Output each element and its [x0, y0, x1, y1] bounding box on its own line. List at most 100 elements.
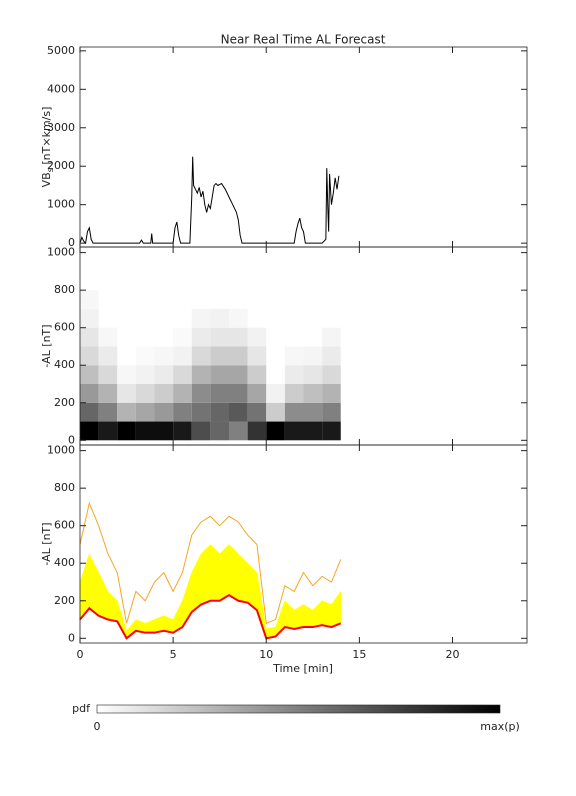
y-tick-label: 600 [54, 519, 75, 532]
heat-cell [284, 402, 304, 422]
y-tick-label: 0 [68, 236, 75, 249]
line [79, 501, 342, 625]
heat-cell [135, 346, 155, 366]
heat-cell [80, 327, 99, 347]
y-tick-label: 1000 [47, 198, 75, 211]
heat-cell [284, 384, 304, 403]
heat-cell [117, 421, 136, 441]
line [79, 593, 342, 640]
heat-cell [210, 365, 229, 385]
heat-cell [191, 346, 211, 366]
heat-cell [322, 365, 341, 385]
heat-cell [210, 384, 229, 403]
heat-cell [191, 365, 211, 385]
y-tick-label: 4000 [47, 82, 75, 95]
heat-cell [117, 384, 136, 403]
y-tick-label: 2000 [47, 159, 75, 172]
heat-cell [98, 365, 118, 385]
y-tick-label: 1000 [47, 444, 75, 457]
heat-cell [191, 384, 211, 403]
heat-cell [247, 384, 267, 403]
heat-cell [210, 421, 229, 441]
x-tick-label: 5 [170, 648, 177, 661]
heat-cell [191, 308, 211, 328]
heat-cell [210, 327, 229, 347]
heat-cell [191, 327, 211, 347]
y-tick-label: 800 [54, 481, 75, 494]
x-tick-label: 10 [259, 648, 273, 661]
heat-cell [303, 346, 323, 366]
heat-cell [154, 402, 174, 422]
heat-cell [229, 308, 248, 328]
heat-cell [80, 290, 99, 309]
heat-cell [284, 421, 304, 441]
y-axis-label: -AL [nT] [40, 324, 53, 367]
heat-cell [191, 402, 211, 422]
colorbar-label: pdf [72, 702, 91, 715]
heat-cell [80, 346, 99, 366]
heat-cell [247, 346, 267, 366]
heat-cell [229, 327, 248, 347]
heat-cell [229, 421, 248, 441]
heat-cell [229, 346, 248, 366]
line [79, 156, 340, 245]
y-tick-label: 0 [68, 433, 75, 446]
heat-cell [173, 365, 192, 385]
heat-cell [322, 402, 341, 422]
heat-cell [98, 384, 118, 403]
heat-cell [117, 402, 136, 422]
heat-cell [303, 365, 323, 385]
heat-cell [210, 402, 229, 422]
heat-cell [266, 421, 285, 441]
heat-cell [173, 327, 192, 347]
heat-cell [80, 384, 99, 403]
heat-cell [98, 327, 118, 347]
y-tick-label: 600 [54, 321, 75, 334]
heat-cell [229, 365, 248, 385]
heat-cell [247, 365, 267, 385]
colorbar [96, 704, 501, 714]
y-tick-label: 800 [54, 283, 75, 296]
heat-cell [247, 402, 267, 422]
heat-cell [303, 402, 323, 422]
x-tick-label: 0 [77, 648, 84, 661]
colorbar-max-label: max(p) [480, 720, 520, 733]
heat-cell [135, 365, 155, 385]
colorbar-min-label: 0 [94, 720, 101, 733]
heat-cell [191, 421, 211, 441]
heat-cell [303, 384, 323, 403]
heat-cell [322, 327, 341, 347]
heat-cell [210, 308, 229, 328]
y-tick-label: 0 [68, 631, 75, 644]
y-tick-label: 5000 [47, 44, 75, 57]
heat-cell [173, 346, 192, 366]
y-tick-label: 200 [54, 396, 75, 409]
heat-cell [229, 384, 248, 403]
heat-cell [266, 402, 285, 422]
heat-cell [98, 402, 118, 422]
y-tick-label: 1000 [47, 246, 75, 259]
plot-frame [79, 46, 528, 248]
heat-cell [154, 421, 174, 441]
heat-cell [173, 384, 192, 403]
y-axis-label: -AL [nT] [40, 522, 53, 565]
heat-cell [210, 346, 229, 366]
heat-cell [266, 384, 285, 403]
heat-cell [80, 402, 99, 422]
x-axis-label: Time [min] [272, 662, 333, 675]
heat-cell [247, 327, 267, 347]
heat-cell [80, 421, 99, 441]
heat-cell [135, 384, 155, 403]
plot-frame [79, 444, 528, 644]
chart-title: Near Real Time AL Forecast [221, 33, 386, 47]
y-tick-label: 200 [54, 594, 75, 607]
heat-cell [229, 402, 248, 422]
y-tick-label: 400 [54, 556, 75, 569]
heat-cell [117, 365, 136, 385]
y-tick-label: 3000 [47, 121, 75, 134]
y-axis-label: VBs [nT×km/s] [40, 107, 55, 188]
x-tick-label: 20 [446, 648, 460, 661]
heat-cell [247, 421, 267, 441]
label-subscript: s [46, 168, 55, 172]
